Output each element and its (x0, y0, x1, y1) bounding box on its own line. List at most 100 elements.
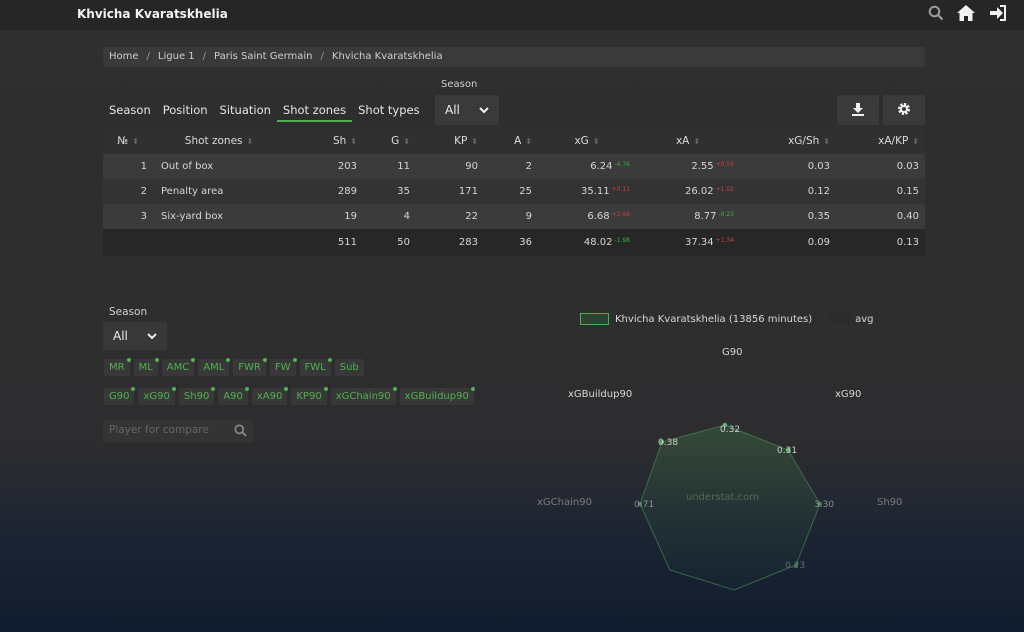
col-xa-kp[interactable]: xA/KP ⬍ (878, 135, 919, 147)
col-a[interactable]: A ⬍ (514, 135, 532, 147)
download-icon (851, 102, 865, 119)
cell-g: 35 (397, 186, 410, 197)
col-sh[interactable]: Sh ⬍ (332, 135, 357, 147)
metric-chip-xa90[interactable]: xA90 (251, 387, 289, 405)
cell-xg: 6.68 +2.68 (587, 211, 630, 222)
radar-value-sh90: 3.30 (814, 500, 834, 510)
radar-points (637, 422, 823, 568)
col-g[interactable]: G ⬍ (391, 135, 410, 147)
table-row: 3 Six-yard box 19 4 22 9 6.68 +2.68 8.77-… (103, 204, 925, 229)
tab-shot-types[interactable]: Shot types (358, 103, 420, 117)
search-icon[interactable] (928, 5, 944, 24)
xa-diff: +0.55 (715, 161, 734, 168)
download-button[interactable] (837, 95, 879, 125)
xg-diff: +0.11 (611, 186, 630, 193)
cell-zone: Penalty area (161, 186, 224, 197)
radar-point (793, 562, 799, 568)
metric-chip-xgchain90[interactable]: xGChain90 (330, 387, 397, 405)
position-chip-mr[interactable]: MR (104, 358, 131, 376)
cell-xa-kp: 0.15 (896, 186, 919, 197)
xg-diff: -1.98 (614, 237, 630, 244)
cell-xa: 8.77 -0.23 (694, 211, 734, 222)
tab-shot-zones[interactable]: Shot zones (276, 96, 353, 122)
tab-position[interactable]: Position (162, 103, 208, 117)
table-header: № ⬍ Shot zones ⬍ Sh ⬍ G ⬍ KP ⬍ A ⬍ xG ⬍ xA ⬍ xG/… (103, 128, 925, 154)
metric-chip-g90[interactable]: G90 (104, 387, 136, 405)
col-xg[interactable]: xG ⬍ (574, 135, 600, 147)
metric-chips: G90 xG90 Sh90 A90 xA90 KP90 xGChain90 xG… (104, 387, 475, 405)
cell-sh: 19 (344, 211, 357, 222)
chevron-down-icon (479, 103, 489, 117)
table-row: 2 Penalty area 289 35 171 25 35.11 +0.11 … (103, 179, 925, 204)
cell-xa-kp: 0.40 (896, 211, 919, 222)
breadcrumb-team[interactable]: Paris Saint Germain (214, 51, 313, 62)
radar-point (637, 501, 643, 507)
breadcrumb-home[interactable]: Home (109, 51, 139, 62)
cell-zone: Six-yard box (161, 211, 224, 222)
total-sh: 511 (337, 237, 357, 248)
metric-chip-kp90[interactable]: KP90 (291, 387, 328, 405)
metric-chip-a90[interactable]: A90 (218, 387, 249, 405)
compare-placeholder: Player for compare (109, 424, 209, 436)
radar-value-xg90: 0.31 (777, 446, 797, 456)
breadcrumb-league[interactable]: Ligue 1 (157, 51, 195, 62)
table-totals-row: 511 50 283 36 48.02 -1.98 37.34 +1.34 0.09… (103, 229, 925, 256)
xg-diff: -4.76 (614, 161, 630, 168)
legend-avg-label: avg (855, 313, 874, 325)
radar-axis-xgbuildup90: xGBuildup90 (568, 389, 633, 400)
radar-chart: 0.32 0.31 3.30 0.23 0.71 0.38 understat.… (634, 422, 834, 591)
legend-player-swatch[interactable] (580, 313, 609, 325)
radar-point (817, 501, 823, 507)
cell-number: 1 (140, 161, 147, 172)
radar-axis-g90: G90 (722, 347, 743, 358)
radar-point (722, 422, 728, 428)
metric-chip-xg90[interactable]: xG90 (138, 387, 176, 405)
legend-avg-swatch[interactable] (828, 313, 851, 325)
cell-xg-sh: 0.12 (807, 186, 830, 197)
radar-watermark: understat.com (686, 492, 759, 503)
settings-button[interactable] (883, 95, 925, 125)
home-icon[interactable] (956, 4, 976, 25)
radar-value-g90: 0.32 (720, 425, 740, 435)
season-select-value: All (445, 103, 460, 117)
position-chip-sub[interactable]: Sub (334, 359, 364, 376)
col-shot-zones[interactable]: Shot zones ⬍ (184, 135, 254, 147)
cell-xg: 35.11 +0.11 (580, 186, 630, 197)
position-chip-fwr[interactable]: FWR (233, 358, 267, 376)
cell-sh: 203 (337, 161, 357, 172)
position-chip-aml[interactable]: AML (198, 358, 231, 376)
metric-chip-xgbuildup90[interactable]: xGBuildup90 (399, 387, 475, 405)
radar-season-select[interactable]: All (103, 322, 167, 350)
radar-point (785, 447, 791, 453)
position-chip-fw[interactable]: FW (269, 358, 297, 376)
total-g: 50 (397, 237, 410, 248)
cell-xg-sh: 0.03 (807, 161, 830, 172)
xa-diff: -0.23 (718, 211, 734, 218)
tab-season[interactable]: Season (109, 103, 151, 117)
col-number[interactable]: № ⬍ (117, 135, 139, 147)
radar-axis-sh90: Sh90 (877, 497, 903, 508)
cell-xg: 6.24 -4.76 (590, 161, 630, 172)
col-xg-sh[interactable]: xG/Sh ⬍ (788, 135, 830, 147)
top-bar: Khvicha Kvaratskhelia (0, 0, 1024, 30)
cell-g: 4 (403, 211, 410, 222)
metric-chip-sh90[interactable]: Sh90 (178, 387, 216, 405)
sign-in-icon[interactable] (988, 4, 1008, 25)
tab-situation[interactable]: Situation (219, 103, 271, 117)
position-chip-ml[interactable]: ML (133, 358, 159, 376)
radar-value-xgbuildup90: 0.38 (658, 438, 678, 448)
season-select[interactable]: All (435, 95, 499, 125)
cell-a: 2 (525, 161, 532, 172)
cell-g: 11 (397, 161, 410, 172)
position-chip-amc[interactable]: AMC (161, 358, 196, 376)
legend-player-label: Khvicha Kvaratskhelia (13856 minutes) (615, 313, 813, 325)
position-chip-fwl[interactable]: FWL (299, 358, 332, 376)
cell-number: 3 (140, 211, 147, 222)
radar-axis-xgchain90: xGChain90 (537, 497, 592, 508)
col-xa[interactable]: xA ⬍ (675, 135, 701, 147)
compare-player-input[interactable]: Player for compare (103, 420, 253, 442)
radar-season-label: Season (109, 306, 148, 318)
search-icon[interactable] (234, 424, 247, 440)
total-xa: 37.34 +1.34 (684, 237, 734, 248)
col-kp[interactable]: KP ⬍ (454, 135, 478, 147)
